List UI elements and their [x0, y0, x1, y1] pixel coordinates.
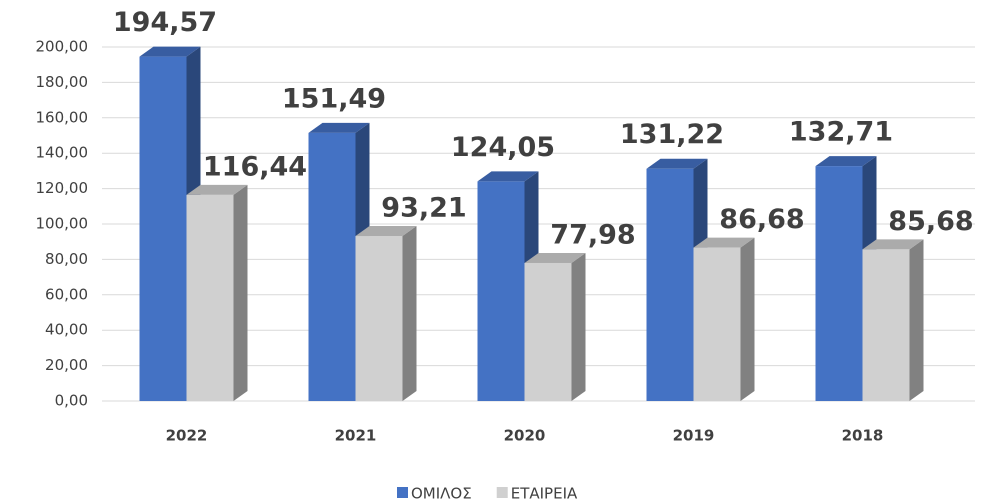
legend-label: ΟΜΙΛΟΣ — [411, 485, 472, 503]
bar — [355, 236, 403, 401]
y-tick-label: 80,00 — [45, 250, 88, 268]
bar-side — [402, 226, 417, 401]
bar — [186, 194, 234, 401]
bar-top — [477, 171, 539, 182]
bar-top — [524, 252, 586, 263]
x-tick-label: 2019 — [673, 427, 715, 445]
bar-side — [571, 252, 586, 401]
data-label: 124,05 — [451, 132, 555, 163]
x-tick-label: 2020 — [504, 427, 546, 445]
bar-side — [909, 239, 924, 401]
y-tick-label: 160,00 — [36, 108, 89, 126]
bar-top — [186, 184, 248, 195]
x-tick-label: 2018 — [842, 427, 884, 445]
bar — [524, 262, 572, 401]
data-label: 86,68 — [719, 204, 804, 235]
y-tick-label: 100,00 — [36, 215, 89, 233]
legend-label: ΕΤΑΙΡΕΙΑ — [511, 485, 578, 503]
bar-side — [233, 184, 248, 401]
bar — [646, 168, 694, 401]
bar-top — [308, 122, 370, 133]
x-tick-label: 2022 — [166, 427, 208, 445]
x-tick-label: 2021 — [335, 427, 377, 445]
data-label: 85,68 — [888, 206, 973, 237]
y-tick-label: 140,00 — [36, 144, 89, 162]
data-label: 116,44 — [203, 151, 307, 182]
legend-swatch — [397, 487, 408, 498]
bar-top — [139, 46, 201, 57]
data-label: 151,49 — [282, 83, 386, 114]
data-label: 77,98 — [550, 219, 635, 250]
data-label: 131,22 — [620, 119, 724, 150]
bar-top — [815, 156, 877, 167]
bar — [139, 56, 187, 402]
legend-swatch — [496, 487, 508, 498]
bar — [862, 249, 910, 401]
bar — [693, 247, 741, 401]
bar-top — [355, 226, 417, 237]
y-tick-label: 180,00 — [36, 73, 89, 91]
y-tick-label: 0,00 — [55, 392, 88, 410]
y-tick-label: 60,00 — [45, 285, 88, 303]
bar — [815, 166, 863, 401]
bar — [308, 132, 356, 401]
y-tick-label: 20,00 — [45, 356, 88, 374]
data-label: 132,71 — [789, 117, 893, 148]
bar-top — [646, 158, 708, 169]
data-label: 194,57 — [113, 7, 217, 38]
bar-top — [862, 239, 924, 250]
data-label: 93,21 — [381, 193, 466, 224]
y-tick-label: 120,00 — [36, 179, 89, 197]
bar — [477, 181, 525, 401]
y-tick-label: 200,00 — [36, 38, 89, 56]
y-tick-label: 40,00 — [45, 321, 88, 339]
bar-side — [740, 237, 755, 401]
bar-top — [693, 237, 755, 248]
